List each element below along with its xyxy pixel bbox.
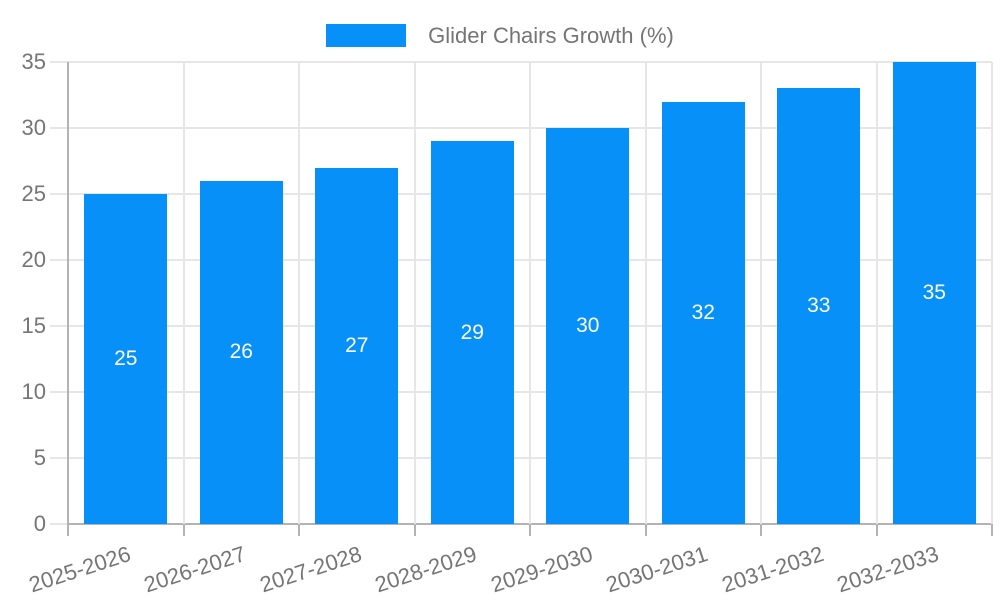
gridline-vertical (413, 62, 416, 524)
x-axis-tick (991, 524, 993, 536)
x-axis-tick (298, 524, 300, 536)
y-axis-label: 20 (21, 247, 46, 272)
x-axis-label: 2030-2031 (602, 541, 711, 598)
gridline-vertical (298, 62, 300, 524)
y-axis-line (67, 62, 69, 524)
gridline-vertical (991, 62, 993, 524)
bar[interactable] (430, 141, 514, 524)
x-axis-tick (67, 524, 69, 536)
y-axis-tick (50, 127, 68, 129)
y-axis-tick (50, 193, 68, 195)
chart-legend[interactable]: Glider Chairs Growth (%) (0, 24, 1000, 47)
y-axis-label: 15 (21, 313, 46, 338)
x-axis-tick (529, 524, 531, 536)
bar-value-label: 32 (691, 300, 715, 324)
bar[interactable] (315, 167, 399, 524)
bar-value-label: 30 (576, 314, 600, 337)
gridline-vertical (875, 62, 878, 524)
x-axis-label: 2031-2032 (718, 541, 827, 598)
bar-value-label: 35 (922, 281, 946, 304)
y-axis-tick (50, 523, 68, 525)
bar[interactable] (777, 88, 861, 524)
x-axis-label: 2027-2028 (256, 541, 365, 598)
legend-label: Glider Chairs Growth (%) (428, 23, 674, 48)
y-axis-tick (50, 325, 68, 327)
x-axis-label: 2028-2029 (371, 541, 480, 598)
x-axis-tick (644, 524, 647, 536)
bar[interactable] (661, 101, 745, 524)
bar[interactable] (546, 128, 630, 524)
y-axis-label: 30 (21, 115, 46, 140)
x-axis-tick (182, 524, 185, 536)
x-axis-label: 2029-2030 (487, 541, 596, 598)
y-axis-label: 25 (21, 181, 46, 206)
bar[interactable] (892, 62, 976, 524)
gridline-vertical (182, 62, 185, 524)
bar-value-label: 29 (460, 320, 484, 344)
x-axis-label: 2032-2033 (833, 541, 942, 598)
y-axis-label: 10 (21, 379, 46, 404)
y-axis-tick (50, 391, 68, 393)
x-axis-label: 2026-2027 (140, 541, 249, 598)
legend-swatch-icon (326, 24, 407, 47)
x-axis-tick (760, 524, 762, 536)
gridline-vertical (529, 62, 531, 524)
y-axis-tick (50, 61, 68, 63)
bar-value-label: 33 (807, 294, 831, 318)
x-axis-label: 2025-2026 (25, 541, 134, 598)
y-axis-label: 0 (33, 511, 46, 536)
y-axis-tick (50, 259, 68, 261)
bar-value-label: 25 (114, 347, 138, 370)
bar-value-label: 27 (345, 333, 369, 357)
y-axis-tick (50, 457, 68, 459)
gridline-vertical (760, 62, 762, 524)
y-axis-label: 35 (21, 49, 46, 74)
bar-value-label: 26 (229, 340, 253, 364)
y-axis-label: 5 (33, 445, 46, 470)
x-axis-tick (413, 524, 416, 536)
bar[interactable] (199, 180, 283, 524)
bar[interactable] (84, 194, 168, 524)
gridline-vertical (644, 62, 647, 524)
x-axis-tick (875, 524, 878, 536)
